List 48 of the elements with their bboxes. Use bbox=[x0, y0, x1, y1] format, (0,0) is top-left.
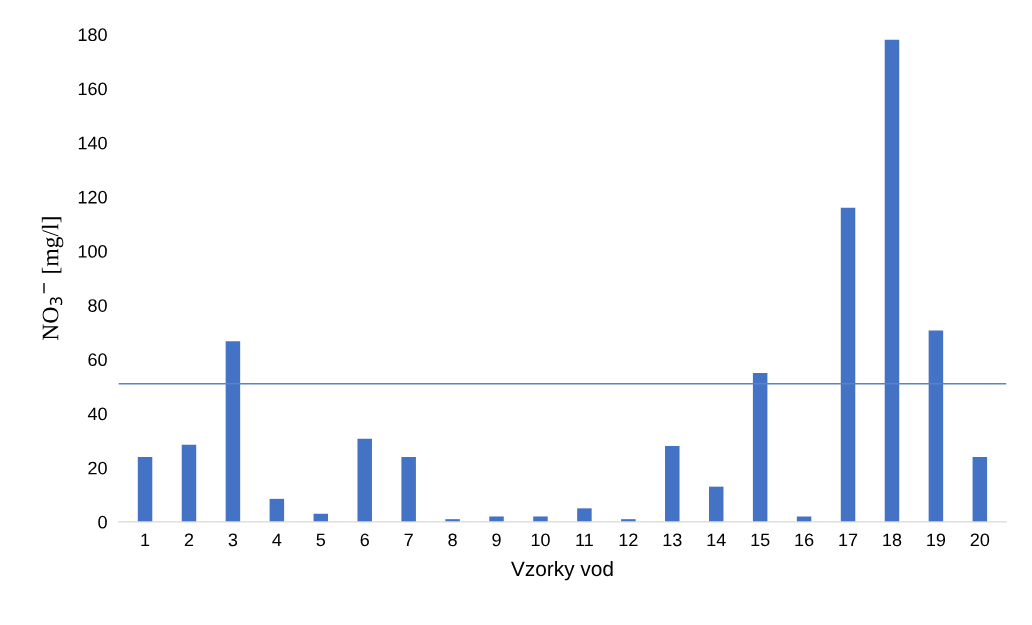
y-tick-label: 80 bbox=[88, 299, 107, 312]
x-tick-label: 13 bbox=[663, 533, 682, 547]
x-tick-label: 5 bbox=[316, 533, 326, 547]
x-tick-label: 8 bbox=[448, 533, 457, 547]
x-tick-label: 9 bbox=[492, 533, 501, 547]
x-tick-label: 16 bbox=[795, 533, 814, 547]
x-tick-label: 11 bbox=[576, 533, 593, 547]
x-tick-label: 17 bbox=[839, 533, 858, 547]
y-tick-label: 60 bbox=[88, 353, 107, 367]
y-tick-label: 40 bbox=[87, 407, 107, 421]
bar bbox=[972, 456, 988, 522]
x-tick-label: 7 bbox=[404, 533, 413, 547]
bar bbox=[181, 444, 197, 522]
bar bbox=[884, 39, 900, 522]
x-tick-label: 18 bbox=[883, 533, 902, 547]
x-tick-label: 1 bbox=[141, 533, 150, 547]
y-tick-label: 0 bbox=[98, 515, 107, 529]
y-tick-label: 180 bbox=[78, 28, 107, 42]
x-tick-label: 4 bbox=[272, 533, 282, 547]
x-tick-label: 3 bbox=[228, 533, 238, 547]
y-axis-title: NO$_{3}$$^{−}$ [mg/l] bbox=[41, 217, 64, 341]
bar bbox=[840, 207, 856, 522]
x-tick-label: 20 bbox=[970, 533, 990, 547]
x-tick-label: 12 bbox=[619, 533, 638, 547]
bar bbox=[401, 456, 416, 522]
bar bbox=[577, 508, 592, 522]
y-tick-label: 140 bbox=[78, 136, 107, 150]
y-tick-label: 20 bbox=[88, 461, 107, 475]
y-tick-label: 100 bbox=[78, 244, 107, 258]
x-axis-title: Vzorky vod bbox=[511, 560, 613, 581]
bar bbox=[533, 516, 548, 522]
bar bbox=[752, 372, 768, 522]
bar bbox=[708, 486, 724, 522]
bar bbox=[489, 516, 504, 522]
x-tick-label: 15 bbox=[751, 533, 770, 547]
x-tick-label: 19 bbox=[927, 533, 946, 547]
bar bbox=[928, 330, 944, 522]
x-tick-label: 14 bbox=[707, 533, 726, 547]
x-tick-label: 10 bbox=[531, 533, 550, 547]
y-tick-label: 120 bbox=[78, 190, 107, 204]
y-tick-label: 160 bbox=[78, 82, 107, 96]
bar bbox=[357, 438, 372, 522]
bar bbox=[665, 446, 680, 522]
bar bbox=[225, 341, 241, 522]
bar bbox=[269, 498, 285, 522]
x-tick-label: 6 bbox=[360, 533, 369, 547]
bar bbox=[137, 456, 153, 522]
x-tick-label: 2 bbox=[184, 533, 194, 547]
